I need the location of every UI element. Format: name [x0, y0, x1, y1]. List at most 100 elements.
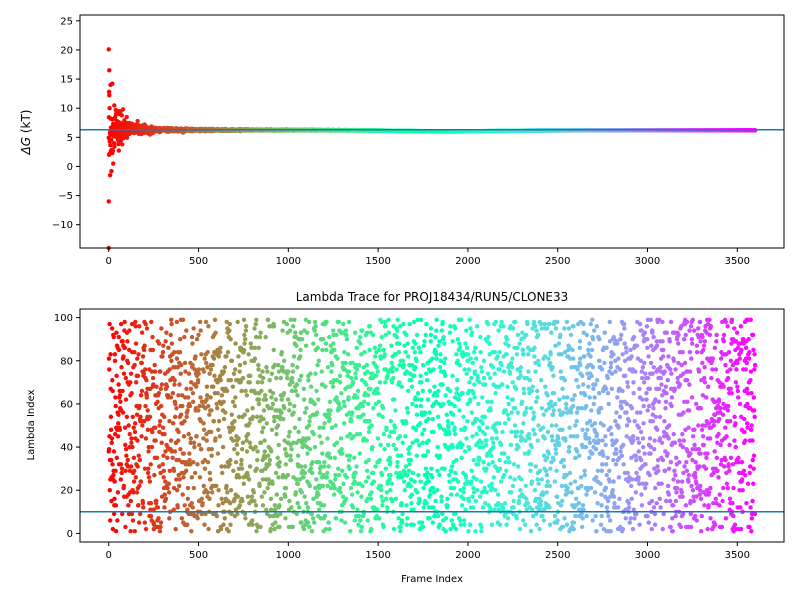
lambda-point: [201, 427, 207, 433]
lambda-point: [328, 408, 333, 413]
lambda-point: [116, 421, 121, 426]
lambda-point: [154, 498, 159, 504]
lambda-point: [280, 328, 285, 333]
lambda-point: [295, 481, 301, 486]
lambda-point: [325, 365, 331, 370]
lambda-point: [255, 380, 260, 385]
lambda-point: [157, 418, 163, 424]
lambda-point: [123, 524, 128, 530]
lambda-point: [220, 444, 226, 450]
lambda-point: [119, 470, 124, 476]
lambda-point: [159, 326, 164, 331]
lambda-point: [145, 470, 151, 476]
lambda-point: [156, 341, 162, 346]
lambda-point: [140, 423, 145, 428]
lambda-point: [179, 362, 184, 368]
lambda-point: [207, 371, 212, 376]
lambda-point: [170, 390, 176, 396]
lambda-point: [323, 384, 328, 389]
lambda-point: [259, 388, 264, 394]
lambda-point: [247, 464, 253, 469]
lambda-point: [291, 410, 296, 415]
lambda-point: [254, 466, 259, 471]
delta-g-point: [135, 118, 140, 124]
lambda-point: [307, 524, 312, 530]
lambda-point: [116, 347, 122, 353]
lambda-point: [277, 524, 282, 530]
lambda-point: [279, 349, 285, 355]
lambda-point: [172, 449, 178, 454]
lambda-point: [321, 503, 327, 508]
lambda-point: [118, 477, 123, 482]
lambda-point: [120, 339, 125, 344]
lambda-point: [161, 475, 166, 480]
lambda-point: [275, 455, 280, 461]
lambda-point: [167, 367, 172, 372]
lambda-point: [254, 317, 259, 322]
lambda-point: [228, 522, 233, 527]
lambda-point: [249, 494, 255, 499]
lambda-point: [221, 369, 227, 374]
lambda-point: [232, 403, 238, 409]
lambda-point: [343, 328, 349, 333]
x-tick-label: 2000: [455, 256, 480, 267]
lambda-point: [320, 451, 325, 456]
lambda-point: [274, 431, 279, 437]
y-tick-label: 20: [60, 45, 73, 56]
lambda-point: [106, 447, 112, 452]
lambda-point: [202, 522, 207, 527]
lambda-point: [207, 496, 212, 502]
lambda-point: [196, 367, 202, 372]
lambda-point: [158, 520, 164, 525]
lambda-point: [290, 369, 296, 374]
lambda-point: [166, 481, 171, 486]
lambda-point: [255, 449, 260, 454]
lambda-point: [145, 408, 150, 413]
lambda-point: [125, 457, 130, 463]
lambda-point: [256, 397, 262, 402]
lambda-point: [156, 390, 162, 396]
lambda-point: [118, 399, 123, 404]
lambda-point: [194, 337, 200, 342]
lambda-point: [312, 444, 318, 450]
lambda-point: [261, 425, 266, 430]
lambda-point: [308, 371, 313, 376]
lambda-point: [327, 455, 333, 461]
lambda-point: [211, 418, 216, 424]
lambda-point: [202, 466, 208, 471]
lambda-point: [344, 337, 350, 342]
lambda-point: [267, 377, 272, 383]
lambda-point: [283, 462, 289, 467]
lambda-point: [136, 352, 141, 357]
delta-g-point: [110, 81, 115, 86]
lambda-point: [315, 410, 320, 415]
bottom-points: [106, 317, 758, 534]
lambda-point: [208, 477, 213, 482]
lambda-point: [341, 421, 347, 426]
lambda-point: [342, 520, 348, 525]
lambda-point: [301, 475, 306, 480]
lambda-point: [133, 319, 138, 325]
lambda-point: [200, 500, 205, 506]
lambda-point: [323, 341, 329, 346]
lambda-point: [256, 362, 261, 368]
lambda-point: [154, 384, 159, 389]
lambda-point: [208, 367, 214, 372]
lambda-point: [129, 440, 134, 445]
lambda-point: [243, 324, 249, 329]
lambda-point: [182, 360, 188, 366]
lambda-point: [229, 358, 235, 363]
y-tick-label: 0: [67, 162, 73, 173]
lambda-point: [267, 462, 272, 467]
lambda-point: [138, 414, 143, 420]
lambda-point: [281, 416, 286, 422]
lambda-point: [230, 438, 236, 443]
lambda-point: [191, 326, 196, 331]
lambda-point: [227, 321, 232, 327]
lambda-point: [237, 362, 243, 368]
x-tick-label: 1500: [365, 256, 390, 267]
lambda-point: [132, 349, 137, 355]
lambda-point: [295, 365, 300, 370]
lambda-point: [168, 395, 174, 400]
lambda-point: [280, 365, 285, 370]
